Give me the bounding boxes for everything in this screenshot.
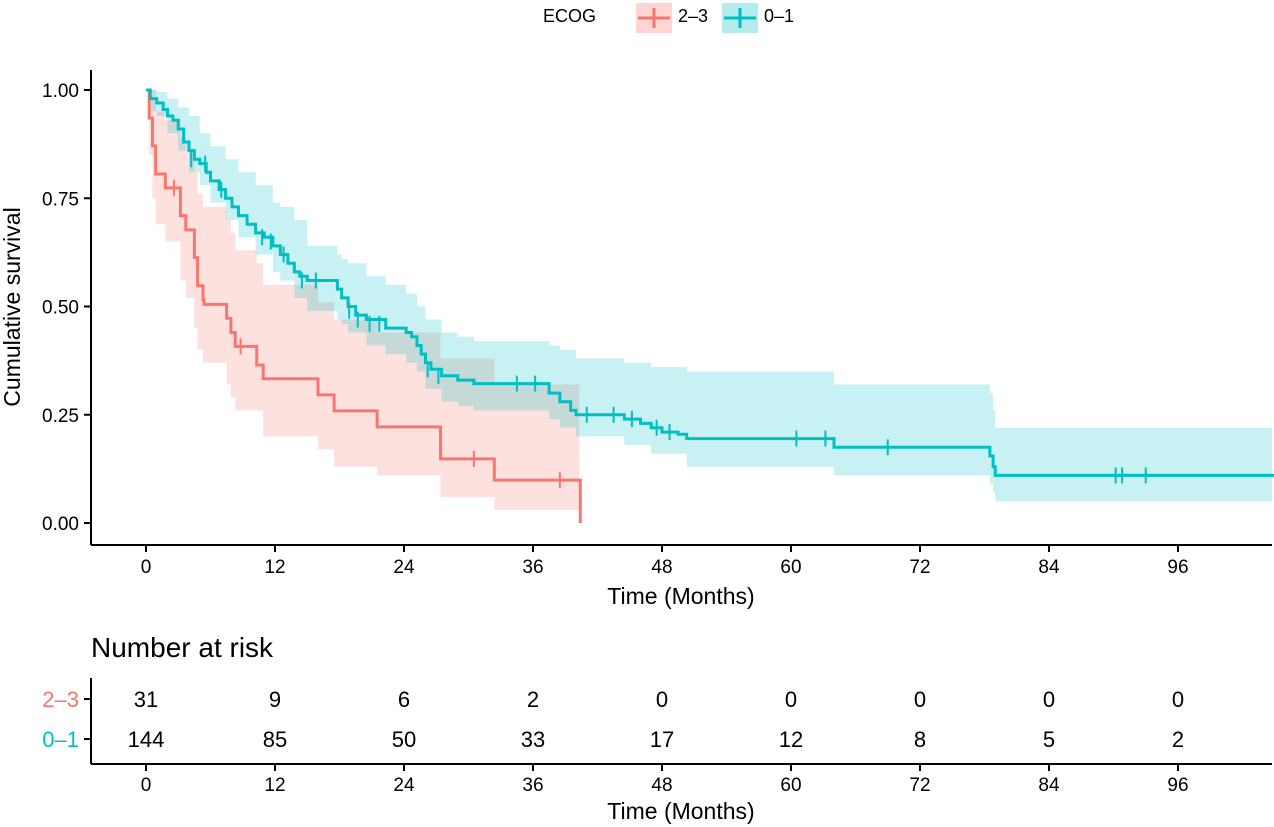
legend-title: ECOG	[543, 6, 596, 26]
risk-count: 50	[392, 727, 416, 752]
x-axis-label: Time (Months)	[607, 583, 754, 609]
x-tick-label: 48	[651, 775, 672, 796]
risk-count: 0	[914, 687, 926, 712]
x-tick-label: 0	[141, 775, 152, 796]
y-tick-label: 0.25	[42, 406, 79, 427]
x-tick-label: 36	[522, 775, 543, 796]
x-tick-label: 60	[780, 775, 801, 796]
y-tick-label: 1.00	[42, 81, 79, 102]
legend-entry-0-1: 0–1	[722, 3, 794, 33]
x-tick-label: 72	[909, 775, 930, 796]
risk-count: 17	[650, 727, 674, 752]
x-tick-label: 48	[651, 557, 672, 578]
risk-count: 6	[398, 687, 410, 712]
y-tick-label: 0.75	[42, 189, 79, 210]
risk-count: 8	[914, 727, 926, 752]
risk-row-label-0-1: 0–1	[42, 727, 79, 752]
x-tick-label: 0	[141, 557, 152, 578]
risk-count: 33	[521, 727, 545, 752]
x-tick-label: 84	[1038, 557, 1060, 578]
risk-count: 0	[1172, 687, 1184, 712]
plot-area: 0.00 0.25 0.50 0.75 1.00 0 12 24 36 48 60 72 84 96 C…	[0, 70, 1274, 609]
risk-table-title: Number at risk	[91, 632, 274, 663]
y-tick-label: 0.50	[42, 298, 79, 319]
risk-count: 0	[1043, 687, 1055, 712]
risk-table-rows: 2–3 31 9 6 2 0 0 0 0 00–1 144 85 50 33 17 12 8 5 2	[42, 687, 1184, 752]
legend-label-2-3: 2–3	[678, 6, 708, 26]
confidence-bands	[146, 90, 1274, 511]
y-axis-label: Cumulative survival	[0, 207, 25, 406]
legend: ECOG 2–3 0–1	[543, 3, 794, 33]
survival-curve-0-1	[146, 88, 1274, 477]
risk-count: 0	[656, 687, 668, 712]
x-axis-ticks: 0 12 24 36 48 60 72 84 96	[141, 545, 1189, 578]
risk-count: 85	[263, 727, 287, 752]
y-axis-ticks: 0.00 0.25 0.50 0.75 1.00	[42, 81, 91, 535]
risk-count: 2	[1172, 727, 1184, 752]
risk-count: 0	[785, 687, 797, 712]
risk-table: Number at risk 2–3 31 9 6 2 0 0 0 0 00–1 144 85 50 33…	[42, 632, 1272, 824]
risk-x-axis-label: Time (Months)	[607, 798, 754, 824]
risk-count: 144	[128, 727, 165, 752]
survival-curves	[146, 88, 1274, 523]
legend-label-0-1: 0–1	[764, 6, 794, 26]
risk-count: 2	[527, 687, 539, 712]
survival-curve-2-3	[146, 88, 582, 523]
risk-row-label-2-3: 2–3	[42, 687, 79, 712]
x-tick-label: 24	[393, 775, 415, 796]
risk-count: 31	[134, 687, 158, 712]
risk-count: 9	[269, 687, 281, 712]
y-tick-label: 0.00	[42, 514, 79, 535]
censor-marks	[172, 151, 1147, 489]
risk-x-axis-ticks: 0 12 24 36 48 60 72 84 96	[141, 764, 1189, 796]
x-tick-label: 24	[393, 557, 415, 578]
x-tick-label: 12	[264, 557, 285, 578]
x-tick-label: 96	[1167, 557, 1188, 578]
x-tick-label: 72	[909, 557, 930, 578]
x-tick-label: 12	[264, 775, 285, 796]
x-tick-label: 96	[1167, 775, 1188, 796]
risk-count: 5	[1043, 727, 1055, 752]
x-tick-label: 84	[1038, 775, 1060, 796]
ci-band-0-1	[146, 90, 1274, 502]
x-tick-label: 60	[780, 557, 801, 578]
legend-entry-2-3: 2–3	[636, 3, 708, 33]
risk-count: 12	[779, 727, 803, 752]
x-tick-label: 36	[522, 557, 543, 578]
ci-band-2-3	[146, 90, 580, 511]
